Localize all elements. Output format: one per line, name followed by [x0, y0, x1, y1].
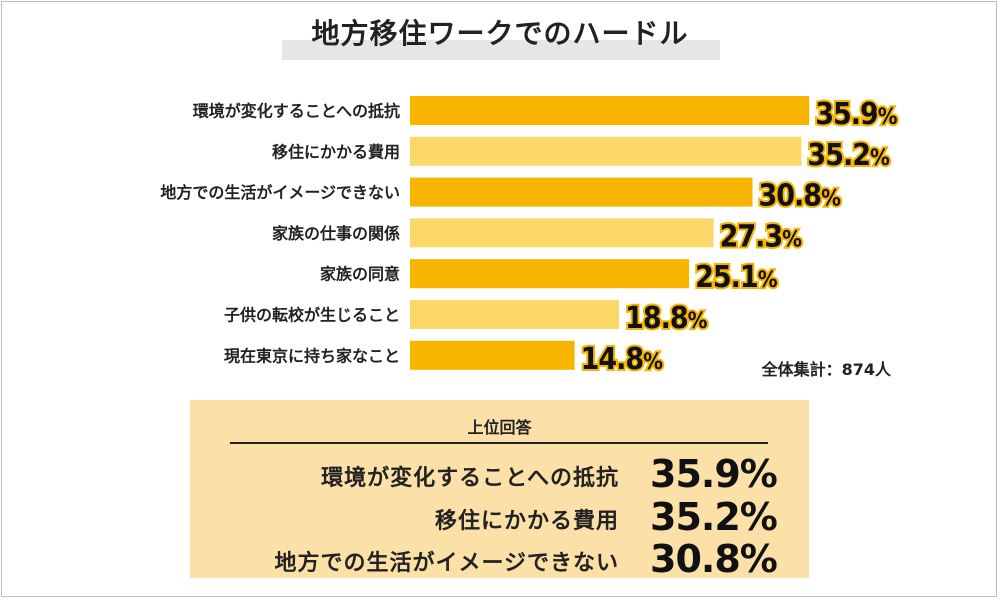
- category-label: 家族の仕事の関係: [272, 224, 400, 243]
- top-answer-label: 環境が変化することへの抵抗: [321, 466, 619, 491]
- title-highlight: [282, 40, 720, 60]
- value-label: 27.3%: [720, 219, 803, 254]
- chart-title: 地方移住ワークでのハードル: [311, 17, 689, 50]
- bar: [410, 218, 714, 248]
- bar: [410, 177, 753, 207]
- top-answer-value: 35.2%: [650, 495, 778, 539]
- value-label: 25.1%: [695, 260, 778, 295]
- bar: [410, 259, 690, 289]
- top-answer-row: 地方での生活がイメージできない 30.8%: [190, 537, 809, 581]
- category-label: 子供の転校が生じること: [224, 306, 400, 325]
- value-label: 30.8%: [758, 179, 841, 214]
- bar: [410, 340, 575, 370]
- top-answer-label: 地方での生活がイメージできない: [274, 551, 619, 576]
- heading-divider: [230, 442, 768, 444]
- category-label: 移住にかかる費用: [272, 142, 400, 161]
- bar: [410, 300, 620, 329]
- top-answers-heading: 上位回答: [467, 418, 532, 437]
- value-label: 35.9%: [815, 97, 898, 132]
- top-answer-row: 移住にかかる費用 35.2%: [190, 495, 809, 539]
- category-label: 家族の同意: [320, 265, 400, 284]
- top-answer-value: 30.8%: [650, 537, 778, 581]
- bar-chart: 環境が変化することへの抵抗 35.9% 移住にかかる費用 35.2% 地方での生活がイメ…: [160, 95, 900, 379]
- bar: [410, 96, 810, 125]
- value-label: 18.8%: [625, 301, 708, 336]
- bar: [410, 136, 802, 166]
- top-answer-label: 移住にかかる費用: [434, 509, 619, 534]
- category-label: 環境が変化することへの抵抗: [193, 102, 400, 121]
- category-label: 現在東京に持ち家なこと: [224, 346, 400, 365]
- top-answers-panel: 上位回答 環境が変化することへの抵抗 35.9% 移住にかかる費用 35.2% …: [190, 400, 809, 581]
- value-label: 35.2%: [807, 138, 890, 173]
- value-label: 14.8%: [581, 342, 664, 377]
- top-answer-value: 35.9%: [650, 452, 778, 496]
- category-label: 地方での生活がイメージできない: [160, 183, 400, 202]
- top-answer-row: 環境が変化することへの抵抗 35.9%: [190, 452, 809, 496]
- sample-size-note: 全体集計：874人: [761, 360, 891, 379]
